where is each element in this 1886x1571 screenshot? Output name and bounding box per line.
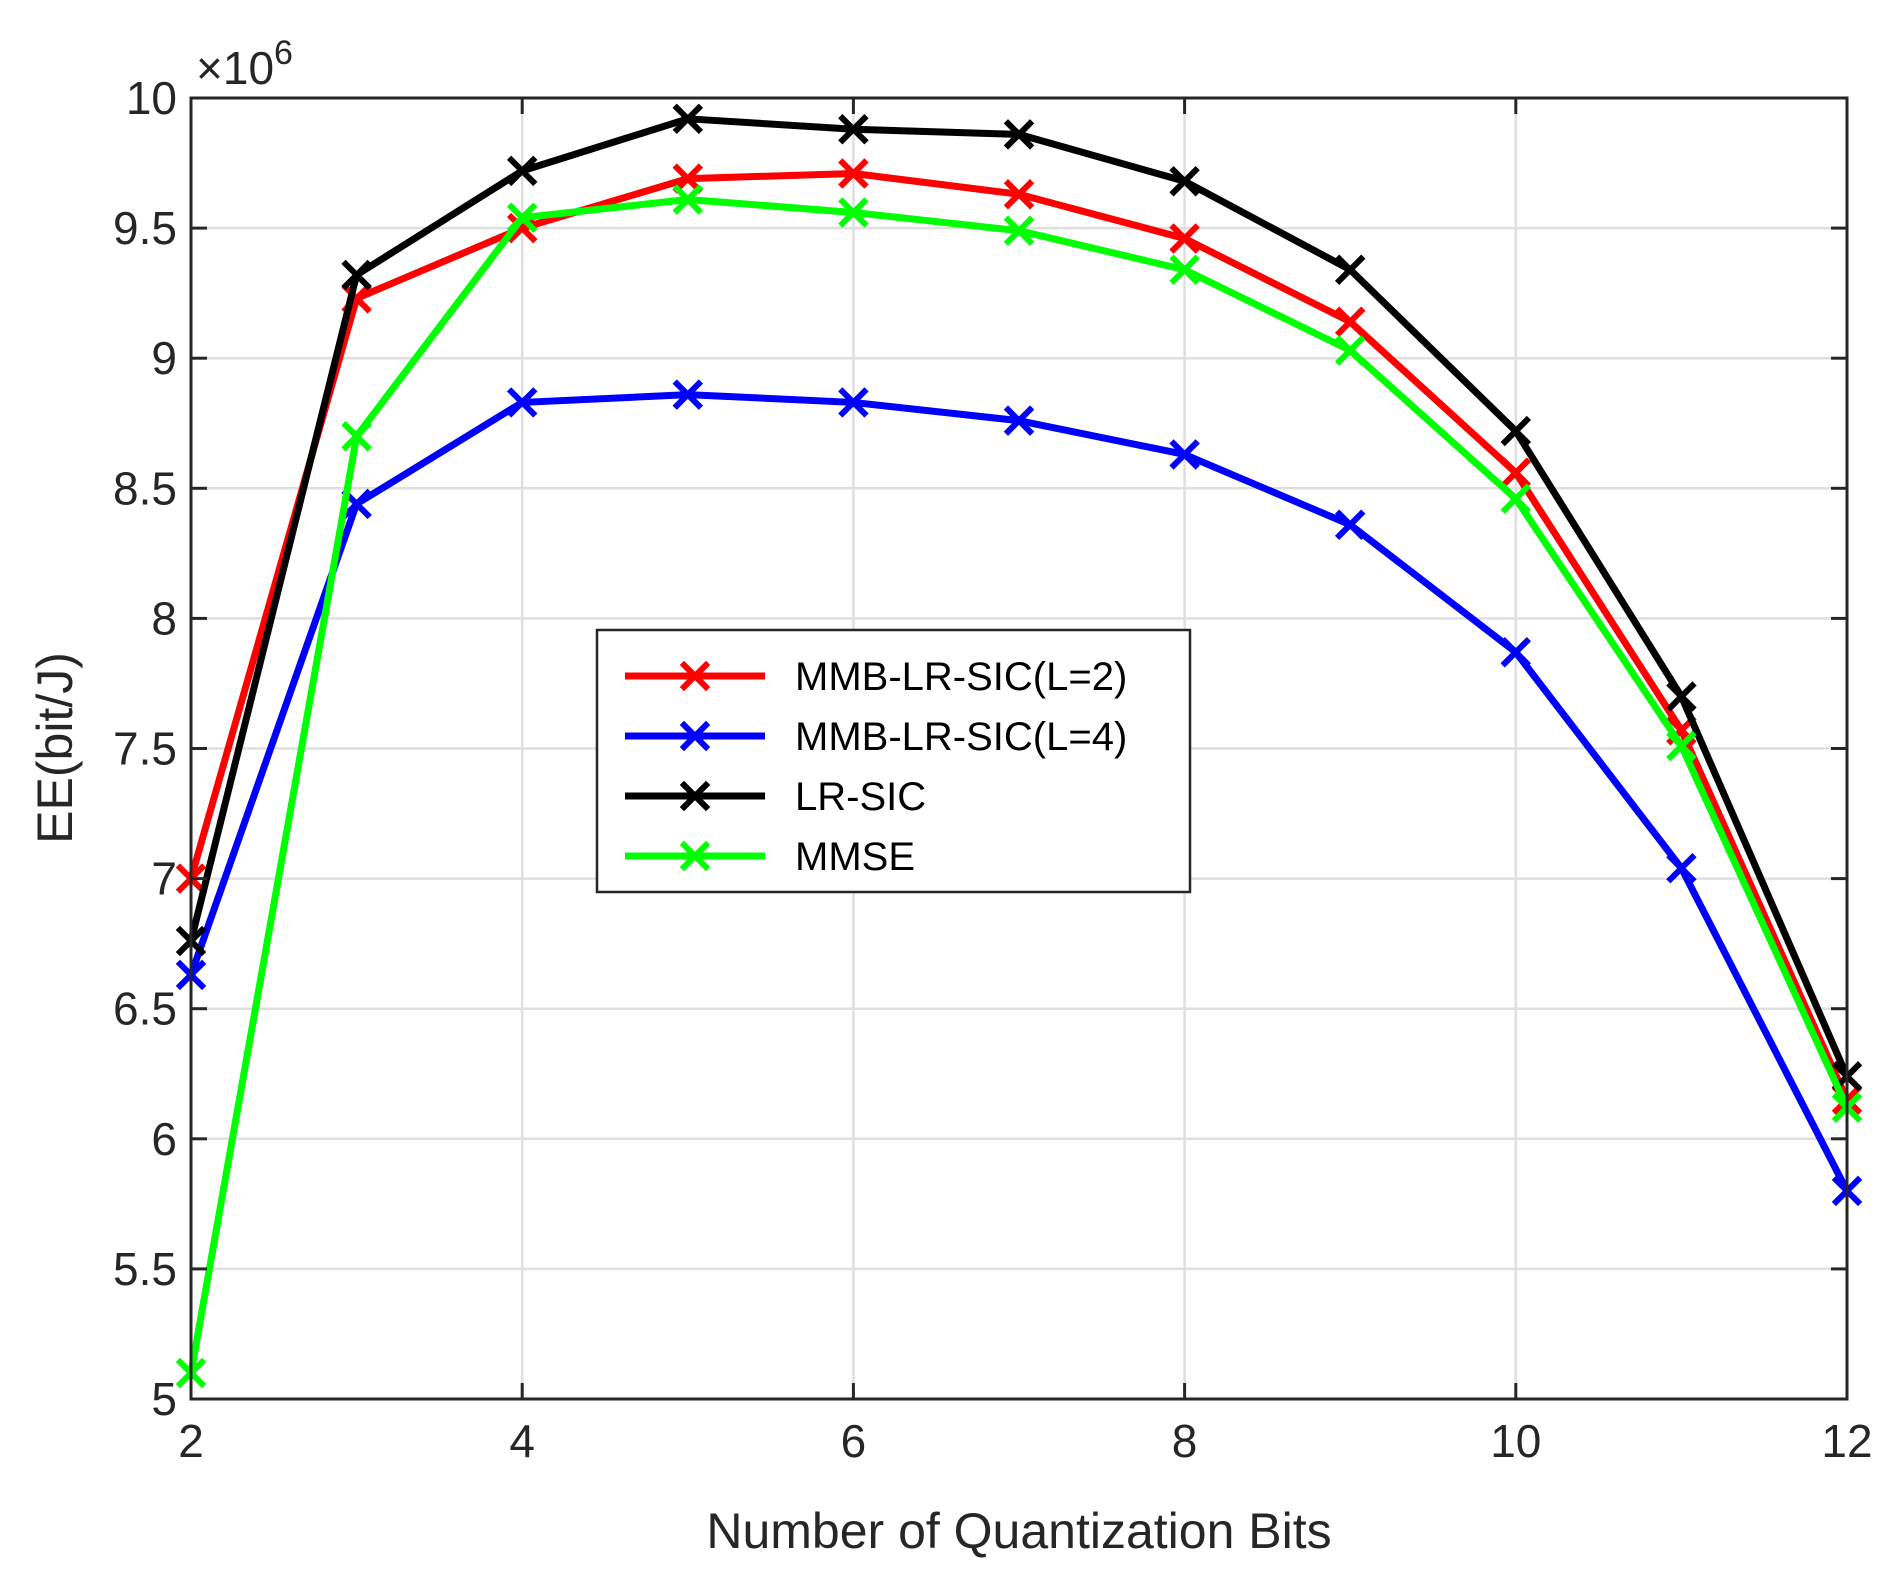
x-tick-label: 10: [1490, 1415, 1541, 1467]
data-point: [1003, 119, 1035, 150]
data-point: [1169, 439, 1200, 470]
y-tick-label: 5: [151, 1373, 177, 1425]
legend-label: LR-SIC: [795, 775, 926, 819]
legend-label: MMB-LR-SIC(L=2): [795, 655, 1127, 699]
data-point: [838, 113, 869, 145]
data-point: [1500, 415, 1532, 447]
data-point: [1334, 509, 1366, 540]
data-point: [506, 202, 538, 233]
legend-entry: MMSE: [625, 835, 915, 879]
x-tick-label: 8: [1172, 1415, 1198, 1467]
data-point: [1003, 179, 1035, 210]
data-point: [672, 184, 704, 215]
data-point: [672, 103, 704, 135]
data-point: [1334, 306, 1366, 338]
data-point: [1169, 223, 1200, 254]
legend-label: MMB-LR-SIC(L=4): [795, 715, 1127, 759]
data-point: [1003, 215, 1035, 246]
y-tick-label: 9.5: [113, 202, 177, 254]
data-point: [1500, 457, 1532, 488]
data-point: [1169, 166, 1200, 197]
data-point: [1169, 254, 1200, 285]
legend-marker: [679, 720, 711, 752]
data-point: [1500, 483, 1532, 514]
series-layer: [175, 103, 1863, 1389]
y-tick-label: 7: [151, 853, 177, 905]
legend: MMB-LR-SIC(L=2) MMB-LR-SIC(L=4) LR-SIC MMSE: [595, 628, 1192, 894]
y-tick-label: 5.5: [113, 1243, 177, 1295]
y-tick-label: 8: [151, 592, 177, 644]
data-point: [1666, 852, 1697, 884]
y-tick-label: 8.5: [113, 462, 177, 514]
legend-label: MMSE: [795, 835, 915, 879]
data-point: [506, 155, 538, 187]
legend-marker: [679, 840, 711, 872]
legend-entry: LR-SIC: [625, 775, 926, 819]
y-multiplier-label: ×106: [196, 34, 293, 94]
y-tick-label: 10: [126, 72, 177, 124]
y-axis-label: EE(bit/J): [27, 652, 83, 844]
legend-entries: MMB-LR-SIC(L=2) MMB-LR-SIC(L=4) LR-SIC MMSE: [625, 655, 1127, 879]
data-point: [341, 259, 372, 291]
data-point: [672, 379, 704, 410]
legend-entry: MMB-LR-SIC(L=4): [625, 715, 1127, 759]
data-point: [838, 158, 869, 189]
y-tick-label: 6.5: [113, 983, 177, 1035]
data-point: [838, 387, 869, 418]
x-tick-label: 12: [1821, 1415, 1872, 1467]
x-tick-label: 4: [509, 1415, 535, 1467]
x-tick-label: 2: [178, 1415, 204, 1467]
y-tick-label: 6: [151, 1113, 177, 1165]
y-tick-label: 7.5: [113, 723, 177, 775]
data-point: [506, 212, 538, 244]
data-point: [341, 421, 372, 452]
data-point: [1003, 405, 1035, 436]
data-point: [1666, 730, 1697, 762]
data-point: [1500, 636, 1532, 668]
data-point: [1666, 681, 1697, 712]
x-axis-label: Number of Quantization Bits: [706, 1503, 1331, 1559]
legend-marker: [679, 780, 711, 812]
data-point: [1334, 254, 1366, 285]
data-point: [838, 197, 869, 228]
series-mmb-lr-sic-l-4: [175, 379, 1863, 1207]
legend-marker: [679, 660, 711, 692]
x-tick-label: 6: [841, 1415, 867, 1467]
y-tick-label: 9: [151, 332, 177, 384]
data-point: [506, 387, 538, 418]
tick-labels: 2 4 6 8 10 12 5 5.5 6 6.5 7 7.5 8 8.5 9 9.5 10: [113, 72, 1873, 1467]
axis-ticks: [189, 96, 1849, 1401]
data-point: [1334, 335, 1366, 366]
legend-entry: MMB-LR-SIC(L=2): [625, 655, 1127, 699]
data-point: [672, 163, 704, 194]
